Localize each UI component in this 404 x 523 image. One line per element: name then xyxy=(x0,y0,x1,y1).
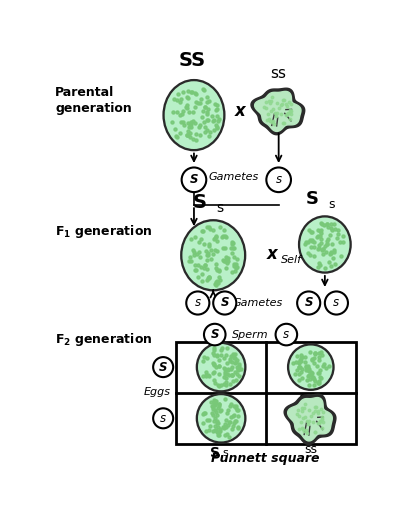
Text: s: s xyxy=(216,201,223,215)
Text: Gametes: Gametes xyxy=(233,298,283,308)
Ellipse shape xyxy=(162,79,225,151)
Polygon shape xyxy=(251,88,305,135)
Circle shape xyxy=(266,167,291,192)
Text: ss: ss xyxy=(271,66,287,81)
Circle shape xyxy=(182,167,206,192)
Text: Eggs: Eggs xyxy=(143,388,170,397)
Ellipse shape xyxy=(300,218,349,271)
Circle shape xyxy=(153,357,173,377)
Text: $\mathbf{F_2}$ generation: $\mathbf{F_2}$ generation xyxy=(55,331,153,348)
Ellipse shape xyxy=(165,81,223,149)
Circle shape xyxy=(153,408,173,428)
Polygon shape xyxy=(255,92,301,131)
Text: s: s xyxy=(333,297,339,310)
Text: S: S xyxy=(210,328,219,341)
Text: S: S xyxy=(299,393,309,407)
Text: s: s xyxy=(276,173,282,186)
Text: s: s xyxy=(195,297,201,310)
Text: S: S xyxy=(193,193,207,212)
Ellipse shape xyxy=(298,215,352,274)
Text: Parental
generation: Parental generation xyxy=(55,86,132,115)
Text: S: S xyxy=(190,173,198,186)
Text: Sperm: Sperm xyxy=(232,329,269,339)
Circle shape xyxy=(213,291,236,314)
Text: s: s xyxy=(160,412,166,425)
Text: $\mathbf{F_1}$ generation: $\mathbf{F_1}$ generation xyxy=(55,223,153,240)
Text: SS: SS xyxy=(211,395,231,409)
Text: ss: ss xyxy=(304,443,317,456)
Text: x: x xyxy=(235,101,246,119)
Circle shape xyxy=(276,324,297,345)
Text: S: S xyxy=(159,360,167,373)
Text: x: x xyxy=(266,245,277,263)
Text: s: s xyxy=(312,395,318,405)
Polygon shape xyxy=(288,397,332,441)
Text: s: s xyxy=(223,448,228,458)
Text: Punnett square: Punnett square xyxy=(211,451,320,464)
Ellipse shape xyxy=(196,393,246,444)
Text: s: s xyxy=(283,328,289,341)
Text: Self: Self xyxy=(281,255,302,265)
Text: s: s xyxy=(328,198,335,211)
Polygon shape xyxy=(284,394,336,445)
Ellipse shape xyxy=(180,219,246,291)
Circle shape xyxy=(297,291,320,314)
Bar xyxy=(176,342,356,444)
Text: SS: SS xyxy=(179,51,206,71)
Circle shape xyxy=(186,291,209,314)
Ellipse shape xyxy=(287,343,335,391)
Ellipse shape xyxy=(198,395,244,441)
Ellipse shape xyxy=(198,344,244,390)
Ellipse shape xyxy=(183,221,244,289)
Circle shape xyxy=(325,291,348,314)
Circle shape xyxy=(204,324,225,345)
Text: Gametes: Gametes xyxy=(209,172,259,181)
Text: S: S xyxy=(306,190,319,208)
Ellipse shape xyxy=(289,346,332,389)
Text: S: S xyxy=(210,446,219,460)
Text: S: S xyxy=(221,297,229,310)
Text: S: S xyxy=(305,297,313,310)
Ellipse shape xyxy=(196,342,246,393)
